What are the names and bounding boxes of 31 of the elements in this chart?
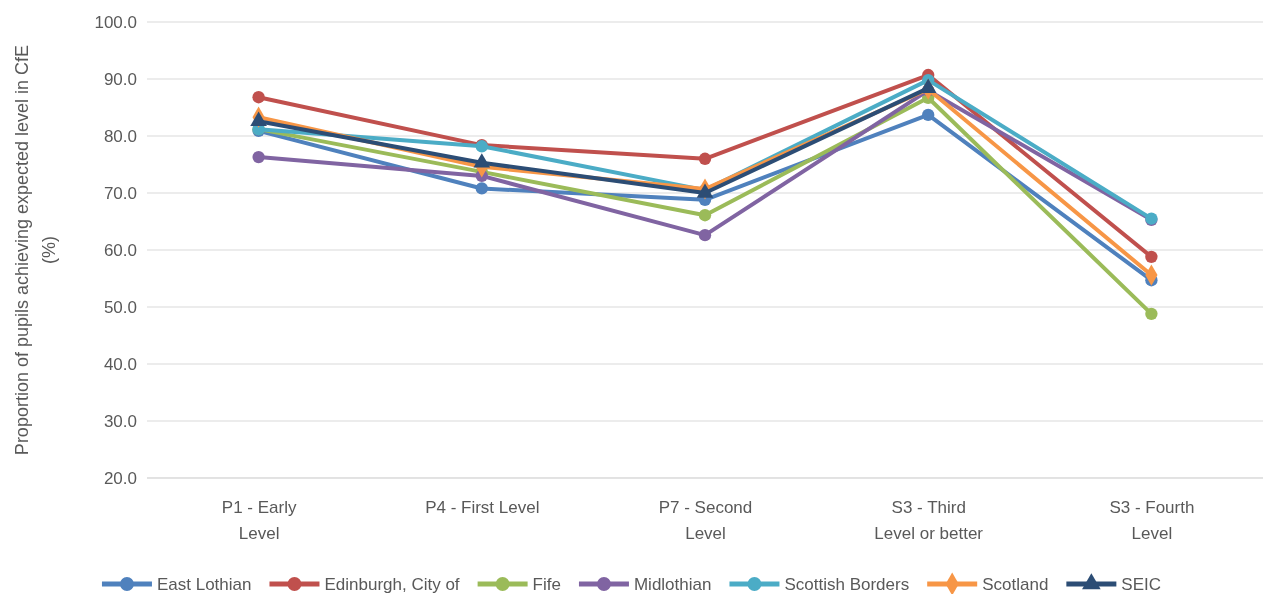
point — [698, 229, 712, 242]
point — [475, 182, 488, 195]
y-tick-label: 60.0 — [103, 240, 137, 260]
y-tick-label: 70.0 — [103, 183, 137, 203]
y-tick-label: 40.0 — [103, 354, 137, 374]
legend-label: East Lothian — [156, 574, 252, 594]
legend-label: Scotland — [982, 574, 1049, 594]
y-tick-label: 50.0 — [103, 297, 137, 317]
y-tick-label: 20.0 — [103, 468, 137, 488]
point — [698, 152, 712, 165]
legend-label: Midlothian — [633, 574, 712, 594]
y-tick-label: 100.0 — [94, 12, 137, 32]
point — [922, 108, 935, 122]
x-tick-label: P1 - Early Level — [221, 498, 297, 543]
point — [698, 209, 712, 222]
point — [252, 150, 265, 164]
x-tick-label: P4 - First Level — [425, 498, 540, 517]
point — [1145, 307, 1158, 321]
point — [1145, 250, 1158, 264]
y-tick-label: 80.0 — [103, 126, 137, 146]
y-tick-label: 90.0 — [103, 69, 137, 89]
legend-label: Scottish Borders — [784, 574, 910, 594]
x-tick-label: S3 - Fourth Level — [1109, 498, 1195, 543]
point — [252, 91, 265, 104]
y-tick-label: 30.0 — [103, 411, 137, 431]
y-axis-title: Proportion of pupils achieving expected level in CfE (%) — [12, 44, 59, 456]
x-tick-label: S3 - Third Level or better — [874, 498, 984, 543]
legend-label: Fife — [532, 574, 561, 594]
legend-label: SEIC — [1121, 574, 1162, 594]
legend-label: Edinburgh, City of — [324, 574, 460, 594]
x-tick-label: P7 - Second Level — [658, 498, 753, 543]
